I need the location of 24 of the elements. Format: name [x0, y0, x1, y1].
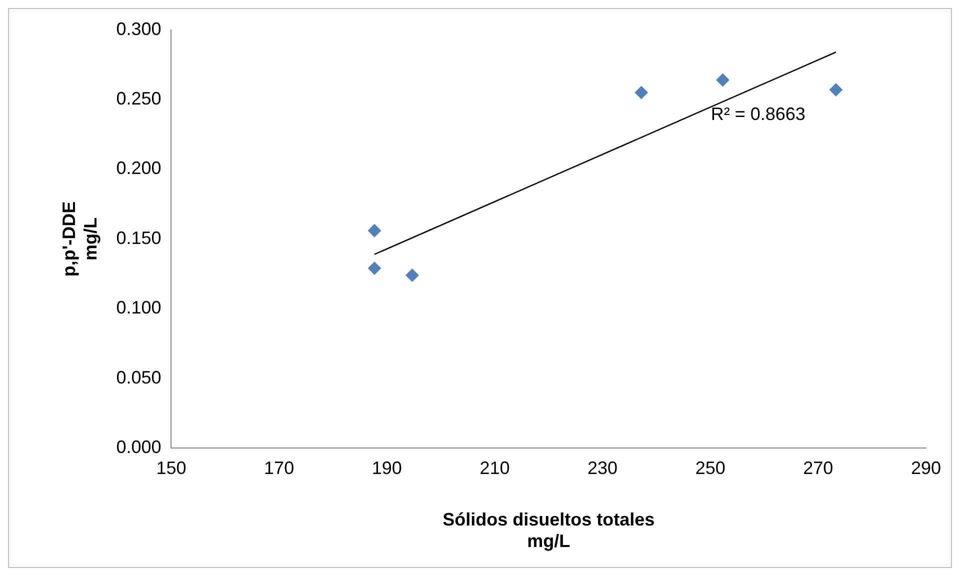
- y-tick-label: 0.250: [116, 88, 162, 108]
- x-axis-title: Sólidos disueltos totales mg/L: [442, 510, 655, 552]
- x-tick-label: 170: [264, 458, 294, 478]
- y-tick-label: 0.100: [116, 298, 162, 318]
- x-tick-label: 230: [588, 458, 618, 478]
- point: [716, 74, 730, 87]
- x-tick-label: 250: [695, 458, 726, 478]
- point: [368, 262, 381, 275]
- y-tick-label: 0.050: [116, 367, 162, 388]
- point: [368, 224, 381, 238]
- annotation: R² = 0.8663: [710, 104, 806, 124]
- x-tick-label: 150: [156, 458, 186, 478]
- point: [406, 268, 419, 282]
- y-tick-label: 0.300: [116, 18, 162, 39]
- x-tick-label: 210: [480, 458, 510, 478]
- point: [829, 83, 842, 96]
- y-tick-label: 0.150: [116, 228, 162, 248]
- x-tick-label: 190: [372, 458, 402, 478]
- y-tick-label: 0.000: [116, 437, 162, 458]
- y-axis-title: p,p'-DDE mg/L: [58, 201, 100, 277]
- x-tick-label: 290: [910, 458, 942, 478]
- x-tick-label: 270: [803, 458, 834, 478]
- point: [634, 86, 648, 100]
- y-tick-label: 0.200: [116, 158, 162, 178]
